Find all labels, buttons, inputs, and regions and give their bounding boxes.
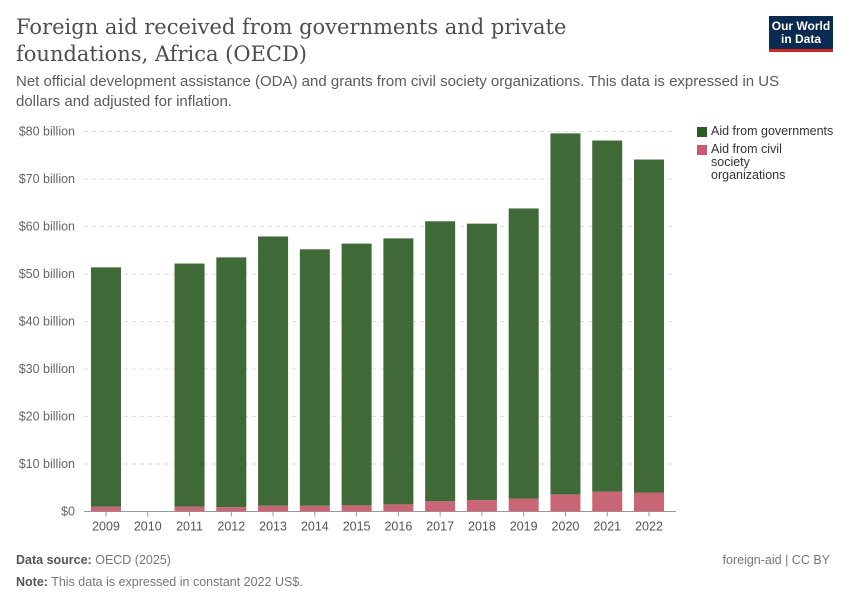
license[interactable]: foreign-aid | CC BY (722, 553, 830, 567)
x-tick-label: 2010 (134, 520, 162, 534)
bar-civil-2014 (299, 505, 330, 512)
x-tick-label: 2016 (384, 520, 412, 534)
x-tick-label: 2018 (468, 520, 496, 534)
y-tick-label: $10 billion (19, 457, 75, 471)
note-label: Note: (16, 575, 48, 589)
bar-governments-2011 (174, 263, 205, 507)
bar-governments-2021 (592, 140, 623, 492)
x-tick-label: 2013 (259, 520, 287, 534)
chart-title: Foreign aid received from governments an… (16, 15, 567, 66)
legend-label: Aid from governments (711, 124, 834, 138)
bar-civil-2012 (216, 507, 247, 512)
bar-governments-2020 (550, 133, 581, 495)
footer: Data source: OECD (2025) Note: This data… (16, 549, 303, 593)
bar-civil-2015 (341, 505, 372, 512)
source-label: Data source: (16, 553, 92, 567)
bar-governments-2009 (91, 267, 121, 507)
x-tick-label: 2020 (552, 520, 580, 534)
y-tick-label: $60 billion (19, 220, 75, 234)
legend-item-governments[interactable]: Aid from governments (697, 125, 833, 138)
legend-label: Aid from civil society organizations (711, 142, 786, 182)
bar-governments-2013 (258, 236, 289, 506)
bar-civil-2018 (466, 500, 497, 512)
bar-governments-2017 (425, 221, 456, 502)
bar-civil-2022 (634, 492, 664, 512)
x-tick-label: 2015 (343, 520, 371, 534)
legend-swatch-icon (697, 127, 707, 137)
bar-governments-2015 (341, 243, 372, 506)
bar-governments-2018 (466, 223, 497, 501)
bar-civil-2021 (592, 491, 623, 512)
x-tick-label: 2019 (510, 520, 538, 534)
bar-governments-2014 (299, 249, 330, 506)
bar-governments-2022 (634, 159, 664, 493)
x-tick-label: 2011 (176, 520, 203, 534)
bar-civil-2013 (258, 505, 289, 512)
bar-civil-2019 (508, 498, 539, 512)
bar-governments-2012 (216, 257, 247, 508)
y-tick-label: $50 billion (19, 267, 75, 281)
chart-subtitle: Net official development assistance (ODA… (16, 73, 780, 110)
legend-swatch-icon (697, 145, 707, 155)
bar-civil-2020 (550, 494, 581, 512)
x-tick-label: 2014 (301, 520, 329, 534)
x-tick-label: 2012 (217, 520, 245, 534)
legend-item-civil[interactable]: Aid from civil society organizations (697, 143, 817, 182)
bar-civil-2011 (174, 506, 205, 512)
bar-civil-2017 (425, 501, 456, 512)
y-tick-label: $30 billion (19, 362, 75, 376)
bar-civil-2009 (91, 506, 121, 512)
bar-governments-2019 (508, 208, 539, 499)
y-tick-label: $40 billion (19, 315, 75, 329)
x-tick-label: 2017 (426, 520, 454, 534)
y-tick-label: $0 (61, 505, 75, 519)
x-tick-label: 2021 (593, 520, 621, 534)
y-tick-label: $80 billion (19, 125, 75, 139)
y-tick-label: $70 billion (19, 172, 75, 186)
note-text: This data is expressed in constant 2022 … (51, 575, 303, 589)
y-tick-label: $20 billion (19, 410, 75, 424)
owid-logo[interactable]: Our World in Data (769, 16, 833, 52)
bar-civil-2016 (383, 504, 414, 512)
bar-governments-2016 (383, 238, 414, 505)
source-link[interactable]: OECD (2025) (95, 553, 171, 567)
bar-chart: $0 $10 billion $20 billion $30 billion $40 b… (19, 125, 676, 534)
x-tick-label: 2022 (635, 520, 663, 534)
x-tick-label: 2009 (92, 520, 120, 534)
